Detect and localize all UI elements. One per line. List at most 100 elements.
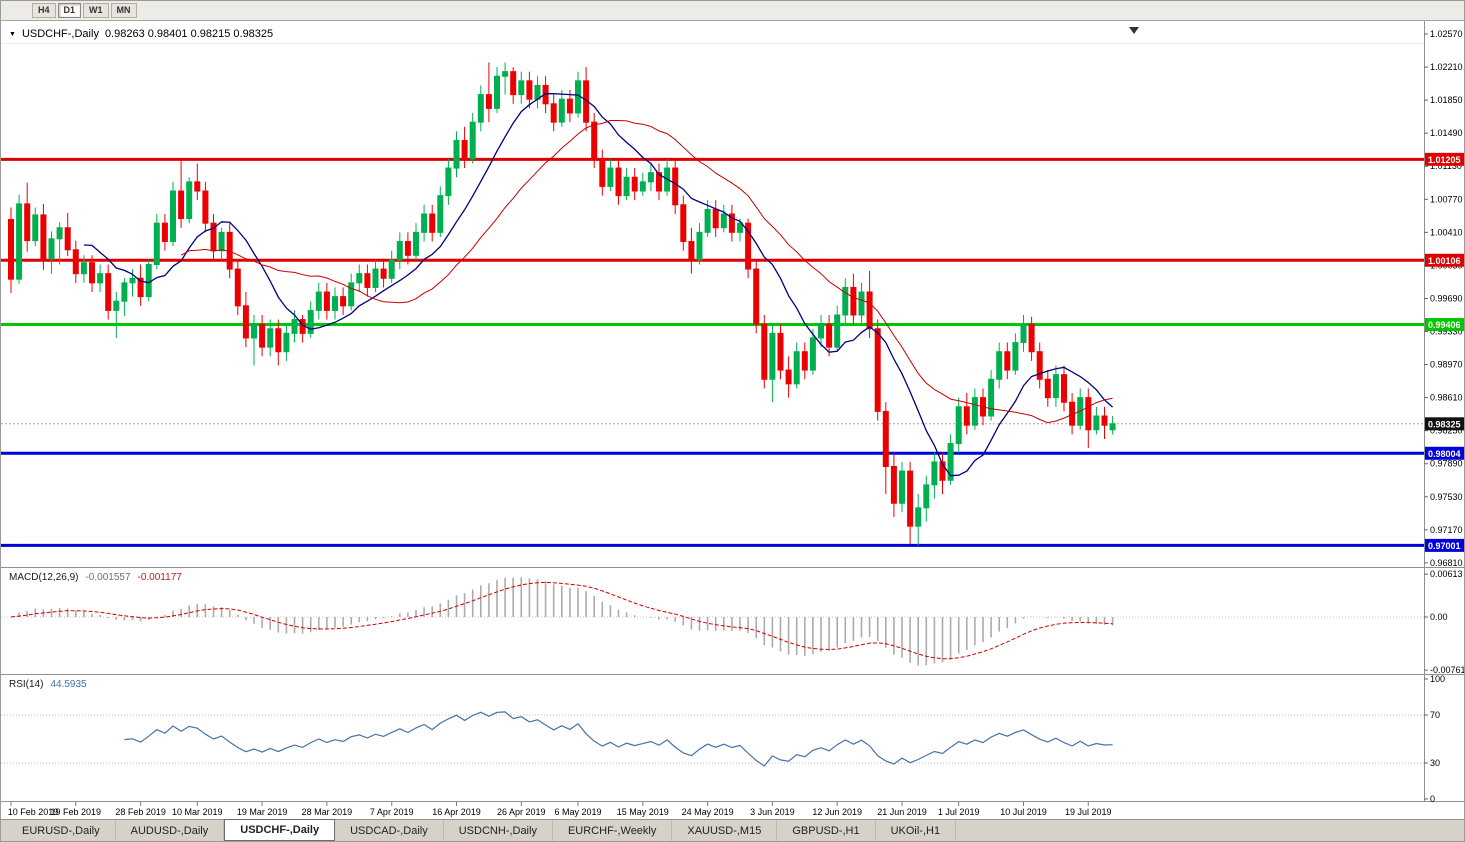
candle	[283, 324, 290, 361]
candle	[631, 168, 638, 201]
tab-usdchf-daily[interactable]: USDCHF-,Daily	[224, 819, 336, 841]
candle-body	[615, 167, 622, 197]
tab-gbpusd-h1[interactable]: GBPUSD-,H1	[777, 820, 876, 841]
candle	[931, 452, 938, 499]
candle-body	[826, 323, 833, 348]
candle	[890, 452, 897, 518]
candle-body	[737, 222, 743, 233]
candle	[105, 264, 112, 320]
date-tick-label: 12 Jun 2019	[812, 807, 862, 817]
macd-axis-label: -0.00761	[1430, 665, 1465, 675]
candle-body	[656, 172, 662, 192]
price-axis[interactable]	[1425, 21, 1465, 801]
candle	[923, 475, 930, 522]
candle	[1012, 333, 1019, 375]
candle	[704, 200, 711, 237]
timeframe-mn-button[interactable]: MN	[110, 3, 137, 18]
tab-eurusd-daily[interactable]: EURUSD-,Daily	[7, 820, 116, 841]
candle	[251, 314, 257, 366]
candle-body	[566, 98, 573, 114]
candle-body	[461, 140, 468, 160]
candle	[834, 305, 841, 352]
tab-eurchf-weekly[interactable]: EURCHF-,Weekly	[553, 820, 673, 841]
price-tick-label: 1.01130	[1430, 161, 1462, 171]
price-level-badge	[1425, 152, 1464, 166]
chart-shift-marker-icon[interactable]	[1129, 27, 1139, 34]
price-level-badge-label: 0.97001	[1428, 541, 1461, 551]
candle-body	[291, 319, 298, 334]
candle-body	[672, 167, 679, 206]
macd-histogram	[18, 577, 1114, 666]
candle-body	[728, 213, 735, 233]
candle	[939, 452, 946, 495]
candle-body	[858, 291, 865, 316]
candle-body	[850, 286, 857, 316]
timeframe-w1-button[interactable]: W1	[83, 3, 109, 18]
candle	[56, 222, 63, 265]
candle	[550, 94, 557, 132]
candle-body	[1012, 342, 1019, 371]
macd-axis-label: 0.00613	[1430, 569, 1463, 579]
candle-body	[923, 484, 930, 509]
candle	[494, 67, 500, 113]
candle-body	[1061, 374, 1067, 403]
candle-body	[971, 397, 978, 426]
candle-body	[680, 204, 687, 243]
candle	[445, 158, 452, 205]
price-level-badge	[1425, 417, 1464, 431]
candle	[882, 402, 889, 495]
timeframe-h4-button[interactable]: H4	[32, 3, 56, 18]
candle-body	[48, 238, 55, 260]
candle	[1044, 370, 1051, 407]
candle-body	[340, 296, 347, 307]
candle-body	[113, 300, 120, 311]
candle-body	[56, 227, 63, 240]
tab-usdcnh-daily[interactable]: USDCNH-,Daily	[444, 820, 553, 841]
candle	[145, 259, 152, 302]
candle-body	[477, 94, 484, 123]
candle-body	[809, 337, 816, 371]
chart-title-symbol: USDCHF-,Daily	[21, 28, 99, 40]
candle	[396, 232, 403, 270]
price-level-badge-label: 0.98004	[1428, 449, 1461, 459]
tab-ukoil-h1[interactable]: UKOil-,H1	[876, 820, 957, 841]
candle	[477, 85, 484, 132]
candle-body	[599, 158, 606, 187]
candle	[380, 259, 387, 288]
price-tick-label: 1.02570	[1430, 29, 1463, 39]
candle	[907, 461, 914, 545]
candle	[267, 319, 274, 357]
chart-canvas[interactable]: 1.02570 1.02210 1.01850 1.01490 1.01130 1.007…	[1, 21, 1465, 821]
rsi-indicator-label: RSI(14) 44.5935	[9, 679, 87, 690]
candle-body	[194, 181, 201, 192]
candle	[518, 71, 525, 104]
price-tick-label: 0.97530	[1430, 492, 1463, 502]
candle	[356, 264, 363, 293]
date-tick-label: 16 Apr 2019	[432, 807, 481, 817]
candle	[558, 90, 565, 127]
candle-body	[704, 208, 711, 233]
tab-usdcad-daily[interactable]: USDCAD-,Daily	[335, 820, 444, 841]
candle	[429, 204, 436, 242]
candle-body	[712, 208, 719, 229]
candle-body	[32, 214, 39, 242]
chart-window[interactable]: 1.02570 1.02210 1.01850 1.01490 1.01130 1.007…	[1, 21, 1465, 821]
candle-body	[1101, 415, 1108, 426]
candle-body	[89, 262, 95, 284]
candle	[24, 182, 31, 252]
candle-body	[720, 213, 727, 229]
candle	[623, 168, 630, 201]
candle	[615, 158, 622, 205]
candle	[947, 434, 954, 485]
macd-label-text: MACD(12,26,9)	[9, 572, 79, 583]
chart-title: ▼ USDCHF-,Daily 0.98263 0.98401 0.98215 …	[9, 28, 273, 40]
candle	[364, 264, 371, 297]
timeframe-d1-button[interactable]: D1	[57, 3, 82, 18]
tab-audusd-daily[interactable]: AUDUSD-,Daily	[116, 820, 225, 841]
macd-value: -0.001557	[85, 572, 131, 583]
candle-body	[818, 323, 824, 339]
candle-body	[364, 273, 371, 288]
candle	[971, 388, 978, 430]
candle	[1061, 365, 1067, 412]
tab-xauusd-m15[interactable]: XAUUSD-,M15	[672, 820, 778, 841]
